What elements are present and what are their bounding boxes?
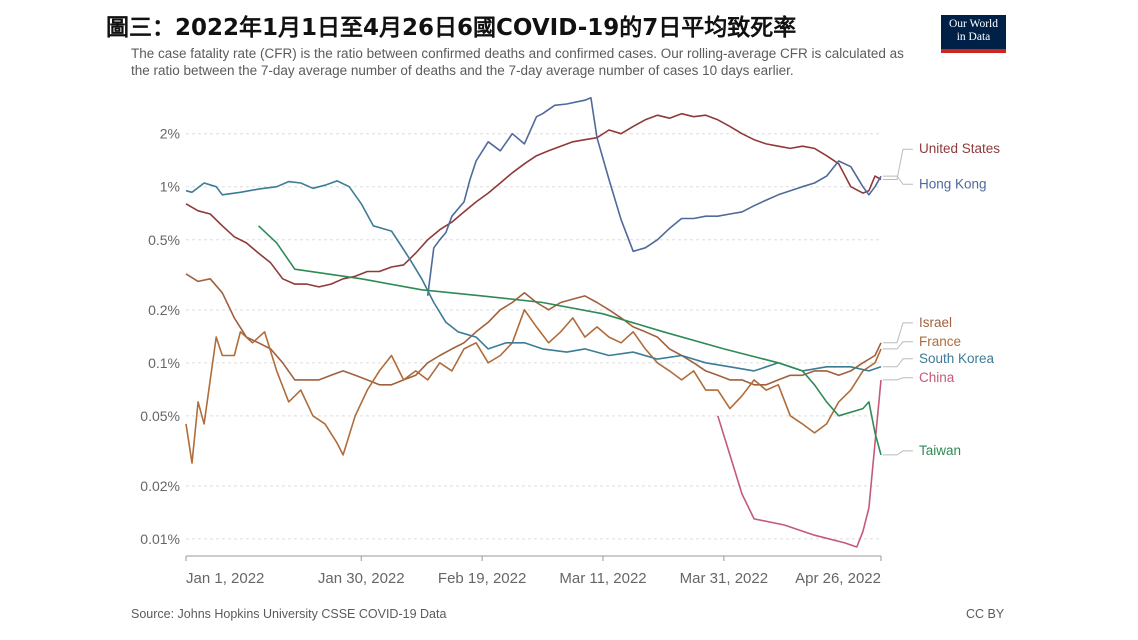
y-tick-label: 0.2% <box>148 302 180 318</box>
series-label-united-states[interactable]: United States <box>919 141 1000 156</box>
series-line-south-korea[interactable] <box>185 180 882 372</box>
x-tick-label: Feb 19, 2022 <box>438 570 526 587</box>
x-axis: Jan 1, 2022 Jan 30, 2022 Feb 19, 2022 Mar 1… <box>185 555 882 587</box>
page-title: 圖三：2022年1月1日至4月26日6國COVID-19的7日平均致死率 <box>106 15 797 41</box>
series-labels: United States Hong Kong Israel France South … <box>883 141 1000 458</box>
series-line-taiwan[interactable] <box>257 225 882 456</box>
series-line-united-states[interactable] <box>185 112 882 288</box>
label-connector <box>883 322 913 344</box>
series-line-france[interactable] <box>185 309 882 464</box>
y-tick-label: 1% <box>160 179 180 195</box>
series-label-france[interactable]: France <box>919 334 961 349</box>
label-connector <box>883 175 913 185</box>
x-tick-label: Mar 11, 2022 <box>559 570 646 587</box>
chart-subtitle: The case fatality rate (CFR) is the rati… <box>131 46 904 78</box>
series-line-china[interactable] <box>717 379 882 548</box>
grid-lines <box>186 133 881 540</box>
y-tick-label: 0.02% <box>140 478 180 494</box>
label-connector <box>883 148 913 180</box>
x-tick-label: Jan 1, 2022 <box>186 570 264 587</box>
cfr-line-chart: 2% 1% 0.5% 0.2% 0.1% 0.05% 0.02% 0.01% Jan 1, 2… <box>140 97 1000 587</box>
y-tick-label: 0.1% <box>148 355 180 371</box>
x-tick-label: Jan 30, 2022 <box>318 570 405 587</box>
y-tick-label: 0.05% <box>140 408 180 424</box>
y-axis: 2% 1% 0.5% 0.2% 0.1% 0.05% 0.02% 0.01% <box>140 126 180 547</box>
label-connector <box>883 377 913 381</box>
x-tick-label: Mar 31, 2022 <box>680 570 768 587</box>
y-tick-label: 2% <box>160 126 180 142</box>
license-link[interactable]: CC BY <box>966 607 1005 621</box>
label-connector <box>883 450 913 456</box>
series-label-china[interactable]: China <box>919 370 955 385</box>
series-label-israel[interactable]: Israel <box>919 315 952 330</box>
x-tick-label: Apr 26, 2022 <box>795 570 881 587</box>
logo-line-2: in Data <box>956 31 991 43</box>
series-label-south-korea[interactable]: South Korea <box>919 351 995 366</box>
y-tick-label: 0.01% <box>140 531 180 547</box>
series-line-israel[interactable] <box>185 273 882 386</box>
series-line-hong-kong[interactable] <box>426 97 882 297</box>
series-label-hong-kong[interactable]: Hong Kong <box>919 176 987 191</box>
logo-line-1: Our World <box>948 18 998 30</box>
series-lines <box>185 97 882 548</box>
owid-logo[interactable]: Our World in Data <box>941 15 1006 53</box>
label-connector <box>883 358 913 368</box>
y-tick-label: 0.5% <box>148 232 180 248</box>
label-connector <box>883 341 913 350</box>
series-label-taiwan[interactable]: Taiwan <box>919 443 961 458</box>
source-note[interactable]: Source: Johns Hopkins University CSSE CO… <box>131 607 447 621</box>
